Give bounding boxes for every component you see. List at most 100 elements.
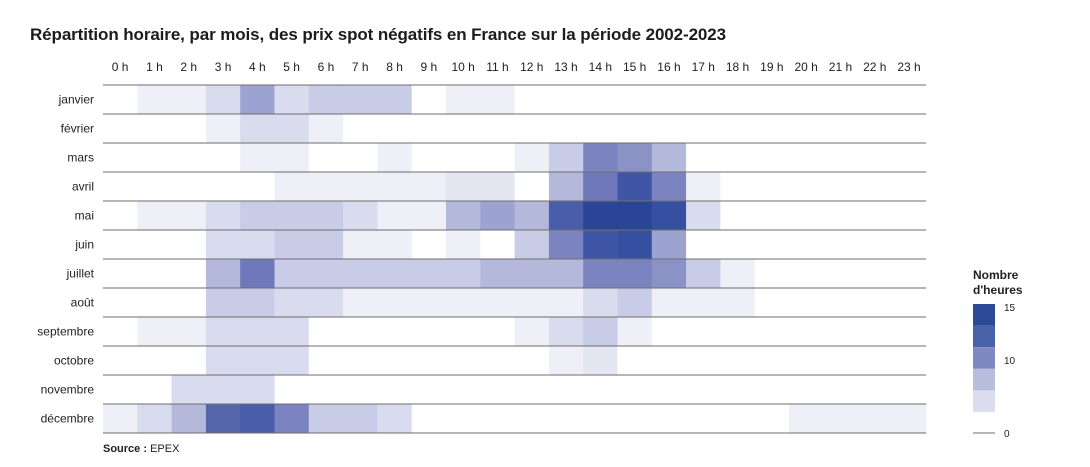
legend-title-line2: d'heures — [973, 283, 1023, 297]
heatmap-cell — [583, 172, 618, 201]
heatmap-cell — [651, 172, 687, 201]
heatmap-cell — [617, 346, 653, 375]
heatmap-cell — [137, 114, 172, 143]
heatmap-cell — [171, 288, 207, 317]
heatmap-cell — [274, 114, 310, 143]
heatmap-cell — [720, 259, 755, 288]
heatmap-cell — [377, 404, 412, 433]
legend-swatches — [973, 304, 995, 412]
heatmap-cell — [891, 346, 927, 375]
hour-label: 6 h — [318, 60, 335, 74]
heatmap-cell — [411, 404, 447, 433]
heatmap-cell — [754, 114, 790, 143]
hour-label: 17 h — [692, 60, 715, 74]
legend: Nombre d'heures 15 10 0 — [973, 268, 1023, 440]
heatmap-cell — [377, 230, 412, 259]
heatmap-cell — [548, 288, 584, 317]
heatmap-cell — [137, 230, 172, 259]
legend-title-line1: Nombre — [973, 268, 1019, 282]
heatmap-cell — [343, 201, 378, 230]
heatmap-cell — [377, 85, 412, 114]
hour-label: 11 h — [486, 60, 508, 74]
heatmap-cell — [103, 259, 138, 288]
heatmap-cell — [411, 172, 447, 201]
heatmap-cell — [789, 404, 824, 433]
heatmap-cell — [754, 201, 790, 230]
heatmap-cell — [651, 317, 687, 346]
heatmap-cell — [343, 143, 378, 172]
heatmap-cell — [686, 317, 721, 346]
heatmap-cell — [205, 346, 241, 375]
heatmap-cell — [548, 143, 584, 172]
heatmap-cell — [583, 201, 618, 230]
heatmap-cell — [514, 172, 550, 201]
heatmap-cell — [205, 375, 241, 404]
heatmap-cell — [308, 288, 344, 317]
heatmap-cell — [480, 346, 515, 375]
heatmap-cell — [891, 172, 927, 201]
heatmap-cell — [720, 143, 755, 172]
heatmap-cell — [308, 201, 344, 230]
heatmap-cell — [308, 404, 344, 433]
heatmap-cell — [343, 230, 378, 259]
heatmap-cell — [446, 172, 481, 201]
heatmap-cell — [411, 201, 447, 230]
heatmap-cell — [617, 85, 653, 114]
heatmap-cell — [583, 317, 618, 346]
heatmap-cell — [137, 288, 172, 317]
heatmap-cell — [137, 375, 172, 404]
hour-label: 23 h — [897, 60, 920, 74]
heatmap-cell — [308, 114, 344, 143]
heatmap-cell — [171, 230, 207, 259]
heatmap-cell — [103, 201, 138, 230]
heatmap-cell — [651, 114, 687, 143]
heatmap-cell — [240, 404, 275, 433]
heatmap-cell — [205, 230, 241, 259]
heatmap-cell — [171, 375, 207, 404]
heatmap-cell — [617, 143, 653, 172]
source-label: Source : — [103, 443, 148, 455]
heatmap-cell — [617, 172, 653, 201]
heatmap-cell — [446, 143, 481, 172]
heatmap-cell — [651, 375, 687, 404]
heatmap-cell — [171, 201, 207, 230]
heatmap-cell — [686, 230, 721, 259]
heatmap-cell — [274, 375, 310, 404]
heatmap-cell — [583, 404, 618, 433]
heatmap-cell — [823, 201, 858, 230]
heatmap-cell — [651, 259, 687, 288]
hour-label: 15 h — [623, 60, 646, 74]
hour-label: 14 h — [589, 60, 612, 74]
heatmap-cell — [754, 346, 790, 375]
legend-swatch — [973, 368, 995, 391]
heatmap-cell — [789, 114, 824, 143]
heatmap-cell — [651, 404, 687, 433]
heatmap-cell — [514, 375, 550, 404]
hour-label: 18 h — [726, 60, 749, 74]
heatmap-cell — [583, 114, 618, 143]
heatmap-cell — [514, 114, 550, 143]
heatmap-cell — [891, 143, 927, 172]
hour-label: 12 h — [520, 60, 543, 74]
heatmap-cell — [857, 259, 893, 288]
heatmap-cell — [480, 172, 515, 201]
hour-label: 4 h — [249, 60, 266, 74]
heatmap-cell — [205, 114, 241, 143]
hour-label: 2 h — [180, 60, 197, 74]
legend-swatch — [973, 390, 995, 412]
heatmap-cells — [103, 85, 927, 433]
heatmap-cell — [446, 404, 481, 433]
heatmap-cell — [274, 143, 310, 172]
heatmap-cell — [343, 346, 378, 375]
heatmap-cell — [754, 288, 790, 317]
heatmap-cell — [548, 259, 584, 288]
heatmap-cell — [720, 230, 755, 259]
source-value: EPEX — [150, 443, 180, 455]
heatmap-cell — [446, 259, 481, 288]
heatmap-cell — [514, 346, 550, 375]
heatmap-cell — [171, 346, 207, 375]
heatmap-cell — [137, 259, 172, 288]
month-label: avril — [72, 180, 94, 194]
heatmap-cell — [891, 317, 927, 346]
